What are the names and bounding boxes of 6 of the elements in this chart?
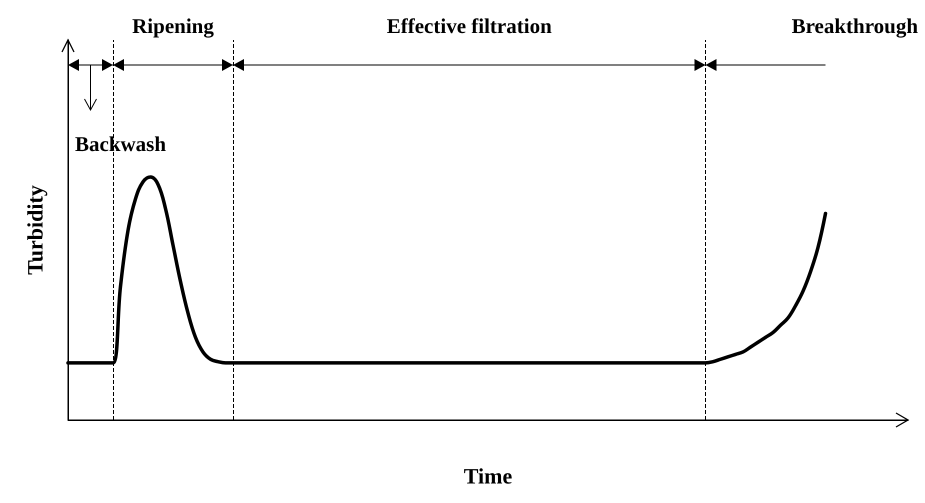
text: Effective filtration [386,14,552,38]
text: Ripening [132,14,214,38]
y-axis-title: Turbidity [22,185,48,275]
text: Breakthrough [792,14,918,38]
text: Backwash [75,132,166,156]
x-axis-title: Time [464,464,512,488]
